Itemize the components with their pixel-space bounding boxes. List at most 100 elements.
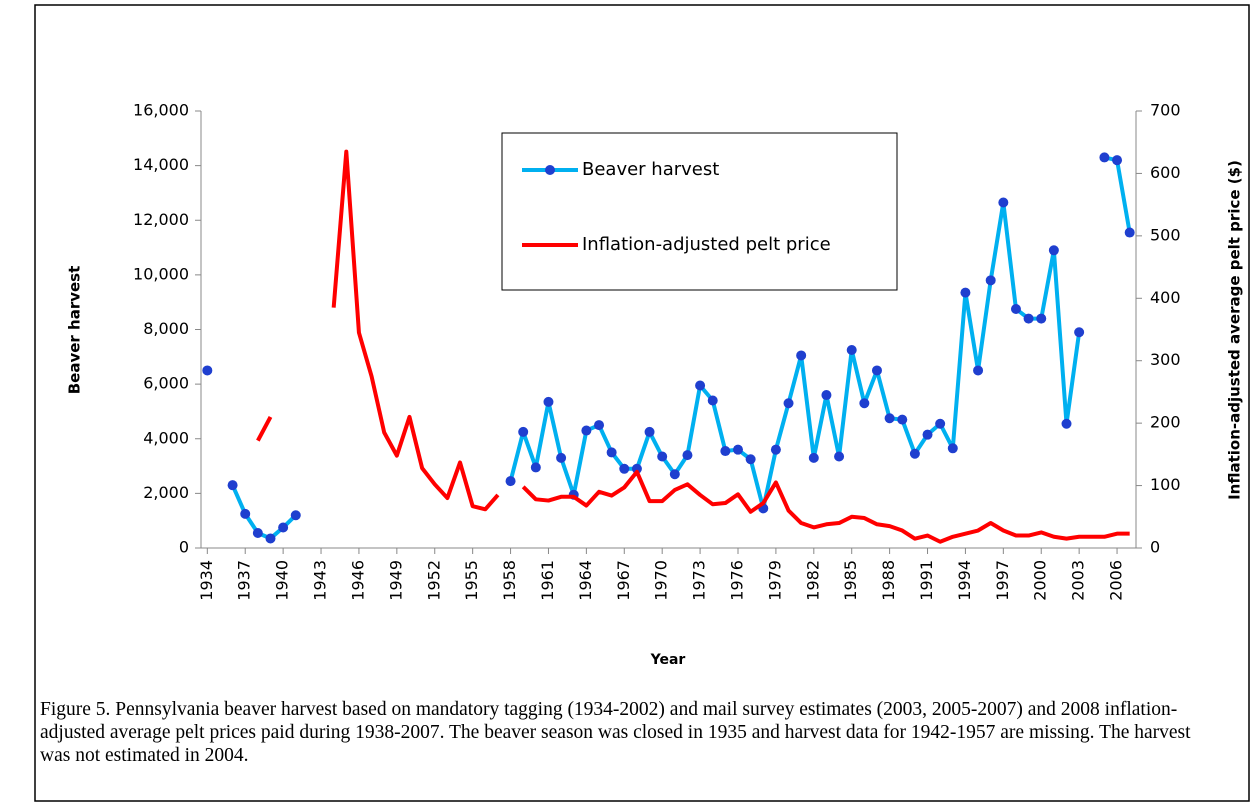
marker	[619, 463, 630, 474]
series-line	[1103, 155, 1132, 233]
y-tick-label: 10,000	[133, 264, 189, 283]
marker	[505, 476, 516, 487]
x-tick-label: 1934	[197, 560, 216, 601]
marker	[985, 275, 996, 286]
x-tick-label: 1988	[879, 560, 898, 601]
marker	[783, 398, 794, 409]
y-tick-label: 8,000	[143, 319, 189, 338]
series-line	[331, 149, 500, 512]
marker	[821, 390, 832, 401]
x-tick-label: 1940	[273, 560, 292, 601]
legend-box	[501, 132, 898, 291]
x-tick-label: 1976	[727, 560, 746, 601]
y2-tick-label: 500	[1150, 225, 1181, 244]
marker	[732, 444, 743, 455]
y-tick-label: 0	[179, 538, 189, 557]
y2-tick-label: 600	[1150, 163, 1181, 182]
y2-tick-label: 0	[1150, 538, 1160, 557]
x-tick-label: 1946	[348, 560, 367, 601]
frame	[34, 4, 1250, 802]
marker	[682, 450, 693, 461]
marker	[922, 429, 933, 440]
marker	[834, 451, 845, 462]
marker	[871, 365, 882, 376]
marker	[631, 463, 642, 474]
marker	[960, 287, 971, 298]
x-tick-label: 1961	[538, 560, 557, 601]
x-tick-label: 1967	[614, 560, 633, 601]
x-tick-label: 1973	[690, 560, 709, 601]
x-tick-label: 1937	[235, 560, 254, 601]
series-line	[256, 415, 273, 442]
marker	[290, 510, 301, 521]
marker	[770, 444, 781, 455]
marker	[530, 462, 541, 473]
marker	[669, 469, 680, 480]
y2-tick-label: 700	[1150, 101, 1181, 120]
marker	[859, 398, 870, 409]
marker	[265, 533, 276, 544]
x-tick-label: 2000	[1031, 560, 1050, 601]
marker	[240, 508, 251, 519]
x-tick-label: 1949	[386, 560, 405, 601]
marker	[998, 197, 1009, 208]
x-tick-label: 1958	[500, 560, 519, 601]
y2-tick-label: 300	[1150, 350, 1181, 369]
x-tick-label: 1955	[462, 560, 481, 601]
x-tick-label: 1982	[803, 560, 822, 601]
x-tick-label: 2003	[1069, 560, 1088, 601]
marker	[947, 443, 958, 454]
y-tick-label: 12,000	[133, 210, 189, 229]
marker	[707, 395, 718, 406]
caption: Figure 5. Pennsylvania beaver harvest ba…	[40, 699, 1191, 766]
y2-tick-label: 400	[1150, 288, 1181, 307]
y2-tick-label: 200	[1150, 413, 1181, 432]
y-tick-label: 4,000	[143, 428, 189, 447]
marker	[657, 451, 668, 462]
marker	[808, 452, 819, 463]
marker	[720, 446, 731, 457]
marker	[556, 452, 567, 463]
x-tick-label: 1943	[311, 560, 330, 601]
marker	[745, 454, 756, 465]
marker	[1048, 245, 1059, 256]
marker	[1061, 418, 1072, 429]
x-tick-label: 1979	[765, 560, 784, 601]
marker	[1074, 327, 1085, 338]
marker	[884, 413, 895, 424]
y-tick-label: 6,000	[143, 374, 189, 393]
x-tick-label: 1991	[917, 560, 936, 601]
marker	[897, 414, 908, 425]
legend-label: Beaver harvest	[582, 159, 719, 180]
x-tick-label: 1952	[424, 560, 443, 601]
y-tick-label: 16,000	[133, 101, 189, 120]
marker	[1112, 155, 1123, 166]
x-tick-label: 2006	[1107, 560, 1126, 601]
marker	[202, 365, 213, 376]
y2-axis-title: Inflation-adjusted average pelt price ($…	[1226, 160, 1244, 500]
y-axis-title: Beaver harvest	[66, 266, 84, 395]
marker	[518, 426, 529, 437]
x-tick-label: 1964	[576, 560, 595, 601]
marker	[1023, 313, 1034, 324]
marker	[695, 380, 706, 391]
x-tick-label: 1970	[652, 560, 671, 601]
y2-tick-label: 100	[1150, 475, 1181, 494]
legend-marker	[545, 165, 555, 175]
x-tick-label: 1997	[993, 560, 1012, 601]
series-line	[521, 469, 1130, 544]
marker	[1099, 152, 1110, 163]
marker	[606, 447, 617, 458]
marker	[581, 425, 592, 436]
marker	[594, 420, 605, 431]
marker	[1010, 304, 1021, 315]
x-axis-title: Year	[650, 652, 686, 668]
marker	[227, 480, 238, 491]
series-line	[508, 200, 1082, 511]
marker	[909, 448, 920, 459]
x-tick-label: 1994	[955, 560, 974, 601]
marker	[1036, 313, 1047, 324]
marker	[644, 426, 655, 437]
